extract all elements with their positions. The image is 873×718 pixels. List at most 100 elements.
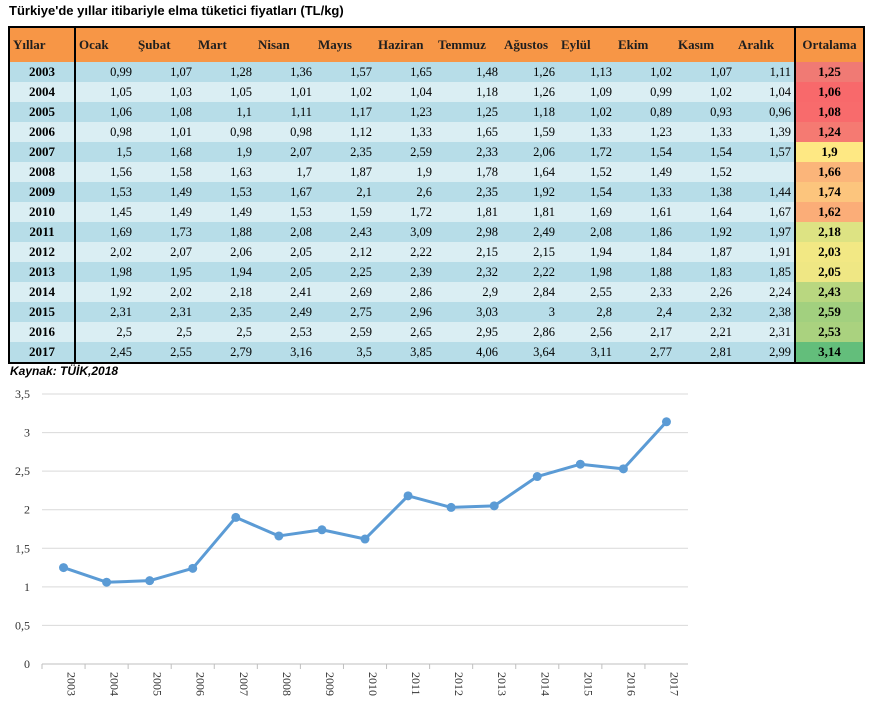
price-cell: 1,52 bbox=[675, 162, 735, 182]
data-point bbox=[361, 535, 370, 544]
data-point bbox=[274, 531, 283, 540]
price-cell: 1,49 bbox=[615, 162, 675, 182]
data-point bbox=[619, 464, 628, 473]
price-cell: 2,65 bbox=[375, 322, 435, 342]
page-title: Türkiye'de yıllar itibariyle elma tüketi… bbox=[9, 3, 344, 18]
year-cell: 2004 bbox=[9, 82, 75, 102]
price-cell: 0,99 bbox=[75, 62, 135, 82]
year-cell: 2017 bbox=[9, 342, 75, 363]
price-cell: 2,96 bbox=[375, 302, 435, 322]
price-cell: 1,49 bbox=[135, 202, 195, 222]
average-cell: 1,25 bbox=[795, 62, 864, 82]
price-cell: 2,17 bbox=[615, 322, 675, 342]
price-cell: 2,77 bbox=[615, 342, 675, 363]
price-cell: 1,52 bbox=[558, 162, 615, 182]
data-point bbox=[59, 563, 68, 572]
price-cell: 1,23 bbox=[615, 122, 675, 142]
price-cell: 2,15 bbox=[501, 242, 558, 262]
price-cell: 1,1 bbox=[195, 102, 255, 122]
price-cell: 2,06 bbox=[195, 242, 255, 262]
price-cell: 1,54 bbox=[558, 182, 615, 202]
data-point bbox=[490, 501, 499, 510]
table-row: 2010 1,45 1,49 1,49 1,53 1,59 1,72 1,81 1,81 1,69… bbox=[9, 202, 864, 222]
price-cell: 1,94 bbox=[558, 242, 615, 262]
price-cell: 3,03 bbox=[435, 302, 501, 322]
price-cell: 1,04 bbox=[735, 82, 795, 102]
average-cell: 2,43 bbox=[795, 282, 864, 302]
price-cell: 0,89 bbox=[615, 102, 675, 122]
data-point bbox=[188, 564, 197, 573]
price-cell: 2,15 bbox=[435, 242, 501, 262]
price-cell: 2,39 bbox=[375, 262, 435, 282]
y-tick-label: 2 bbox=[24, 503, 30, 517]
price-cell: 2,86 bbox=[375, 282, 435, 302]
price-cell: 2,22 bbox=[375, 242, 435, 262]
price-cell: 1,67 bbox=[255, 182, 315, 202]
average-cell: 1,06 bbox=[795, 82, 864, 102]
table-row: 2009 1,53 1,49 1,53 1,67 2,1 2,6 2,35 1,92 1,54 1,… bbox=[9, 182, 864, 202]
y-tick-label: 0 bbox=[24, 657, 30, 671]
price-cell: 1,02 bbox=[675, 82, 735, 102]
price-cell: 1,03 bbox=[135, 82, 195, 102]
price-cell: 2,26 bbox=[675, 282, 735, 302]
price-cell: 1,26 bbox=[501, 82, 558, 102]
data-point bbox=[231, 513, 240, 522]
price-cell: 1,86 bbox=[615, 222, 675, 242]
price-cell: 2,25 bbox=[315, 262, 375, 282]
price-cell: 2,8 bbox=[558, 302, 615, 322]
x-tick-label: 2006 bbox=[194, 672, 208, 696]
price-cell: 2,05 bbox=[255, 242, 315, 262]
table-row: 2013 1,98 1,95 1,94 2,05 2,25 2,39 2,32 2,22 1,98… bbox=[9, 262, 864, 282]
price-cell: 2,21 bbox=[675, 322, 735, 342]
price-cell: 1,54 bbox=[675, 142, 735, 162]
price-cell: 2,07 bbox=[135, 242, 195, 262]
price-cell: 2,31 bbox=[735, 322, 795, 342]
price-cell: 1,88 bbox=[195, 222, 255, 242]
price-cell: 2,35 bbox=[435, 182, 501, 202]
table-row: 2017 2,45 2,55 2,79 3,16 3,5 3,85 4,06 3,64 3,11 2… bbox=[9, 342, 864, 363]
price-cell: 1,57 bbox=[315, 62, 375, 82]
price-cell: 2,55 bbox=[558, 282, 615, 302]
price-cell: 1,38 bbox=[675, 182, 735, 202]
year-cell: 2008 bbox=[9, 162, 75, 182]
price-cell: 2,12 bbox=[315, 242, 375, 262]
x-tick-label: 2015 bbox=[581, 672, 595, 696]
price-cell: 2,99 bbox=[735, 342, 795, 363]
price-cell: 1,78 bbox=[435, 162, 501, 182]
price-cell: 1,53 bbox=[255, 202, 315, 222]
price-cell: 1,11 bbox=[255, 102, 315, 122]
data-point bbox=[102, 578, 111, 587]
price-cell: 1,85 bbox=[735, 262, 795, 282]
price-cell: 0,98 bbox=[195, 122, 255, 142]
year-cell: 2005 bbox=[9, 102, 75, 122]
price-cell: 1,49 bbox=[135, 182, 195, 202]
price-cell: 2,08 bbox=[255, 222, 315, 242]
price-cell: 1,58 bbox=[135, 162, 195, 182]
price-cell: 3,16 bbox=[255, 342, 315, 363]
price-cell: 1,87 bbox=[675, 242, 735, 262]
table-row: 2014 1,92 2,02 2,18 2,41 2,69 2,86 2,9 2,84 2,55 2… bbox=[9, 282, 864, 302]
x-tick-label: 2017 bbox=[667, 672, 681, 696]
price-cell: 0,98 bbox=[255, 122, 315, 142]
price-cell: 1,06 bbox=[75, 102, 135, 122]
price-cell: 1,64 bbox=[501, 162, 558, 182]
price-cell: 2,38 bbox=[735, 302, 795, 322]
source-note: Kaynak: TÜİK,2018 bbox=[10, 364, 118, 378]
price-cell: 2,84 bbox=[501, 282, 558, 302]
average-cell: 2,05 bbox=[795, 262, 864, 282]
price-cell: 2,35 bbox=[315, 142, 375, 162]
price-cell: 1,9 bbox=[375, 162, 435, 182]
x-tick-label: 2007 bbox=[237, 672, 251, 696]
average-cell: 2,18 bbox=[795, 222, 864, 242]
price-cell: 1,33 bbox=[675, 122, 735, 142]
column-header: Ortalama bbox=[795, 27, 864, 62]
table-row: 2016 2,5 2,5 2,5 2,53 2,59 2,65 2,95 2,86 2,56 2,1… bbox=[9, 322, 864, 342]
price-cell: 1,92 bbox=[75, 282, 135, 302]
y-tick-label: 0,5 bbox=[15, 618, 30, 632]
price-cell: 1,65 bbox=[375, 62, 435, 82]
price-cell: 2,18 bbox=[195, 282, 255, 302]
price-cell: 2,86 bbox=[501, 322, 558, 342]
price-cell: 1,39 bbox=[735, 122, 795, 142]
price-cell: 1,67 bbox=[735, 202, 795, 222]
price-cell: 2,32 bbox=[675, 302, 735, 322]
